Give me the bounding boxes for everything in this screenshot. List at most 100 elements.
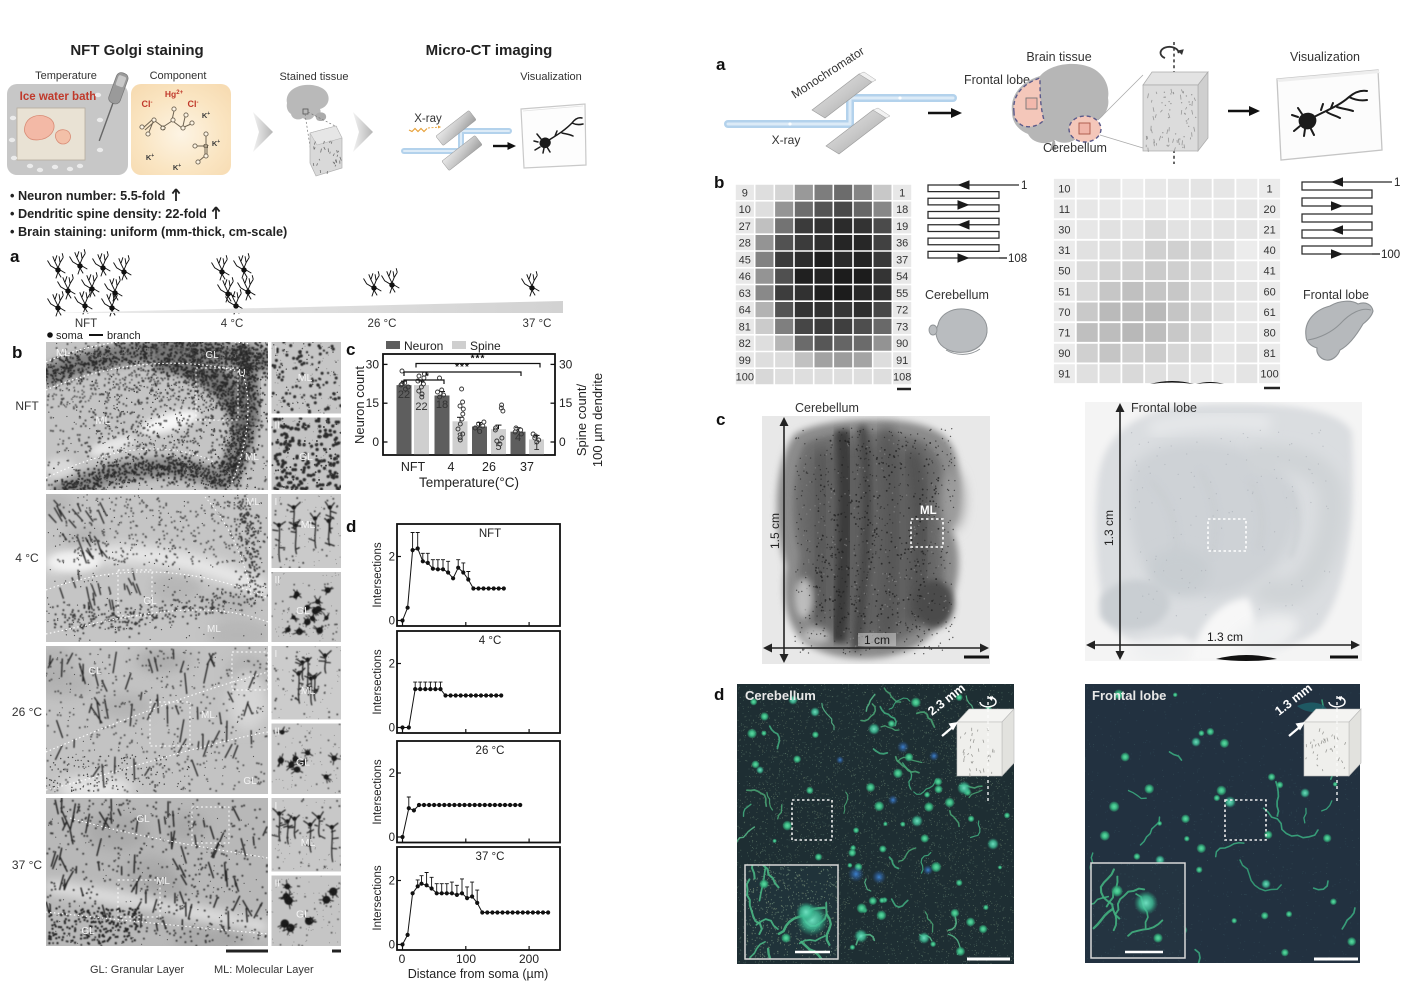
- svg-text:5: 5: [495, 441, 501, 453]
- svg-text:61: 61: [1263, 307, 1275, 319]
- svg-text:Cerebellum: Cerebellum: [795, 401, 859, 415]
- svg-text:soma: soma: [56, 330, 84, 342]
- svg-text:d: d: [346, 517, 356, 536]
- svg-text:Intersections: Intersections: [372, 542, 384, 607]
- svg-text:26 °C: 26 °C: [368, 318, 397, 330]
- svg-text:Cerebellum: Cerebellum: [745, 688, 816, 703]
- svg-text:37 °C: 37 °C: [12, 858, 42, 872]
- svg-text:Stained tissue: Stained tissue: [279, 71, 348, 83]
- svg-text:18: 18: [896, 204, 908, 216]
- svg-text:1: 1: [899, 187, 905, 199]
- svg-text:45: 45: [739, 254, 751, 266]
- svg-text:10: 10: [739, 204, 751, 216]
- svg-text:ML: ML: [95, 415, 110, 427]
- svg-text:ML: ML: [920, 505, 937, 517]
- svg-text:NFT: NFT: [15, 399, 39, 413]
- svg-text:GL: GL: [81, 926, 95, 937]
- svg-text:4 °C: 4 °C: [221, 318, 244, 330]
- svg-text:II: II: [275, 879, 281, 890]
- svg-text:II: II: [275, 421, 281, 432]
- svg-text:1: 1: [1267, 183, 1273, 195]
- svg-text:80: 80: [1263, 328, 1275, 340]
- svg-text:40: 40: [1263, 245, 1275, 257]
- svg-text:71: 71: [1058, 328, 1070, 340]
- svg-text:c: c: [346, 340, 355, 359]
- svg-text:K+: K+: [202, 111, 210, 120]
- svg-text:70: 70: [1058, 307, 1070, 319]
- svg-text:GL: GL: [88, 666, 102, 677]
- svg-text:GL: GL: [205, 350, 219, 361]
- svg-text:Frontal lobe: Frontal lobe: [1131, 401, 1197, 415]
- svg-text:*: *: [425, 372, 429, 383]
- svg-text:GL: GL: [136, 814, 150, 825]
- svg-text:GL: GL: [299, 451, 313, 463]
- svg-text:GL: GL: [296, 757, 310, 769]
- svg-text:c: c: [716, 410, 725, 429]
- svg-text:8: 8: [457, 431, 463, 443]
- svg-text:11: 11: [1059, 204, 1070, 216]
- svg-text:90: 90: [896, 338, 908, 350]
- svg-text:Intersections: Intersections: [372, 649, 384, 714]
- svg-text:ML: Molecular Layer: ML: Molecular Layer: [214, 964, 314, 976]
- svg-text:Temperature: Temperature: [35, 70, 97, 82]
- svg-text:22: 22: [398, 389, 410, 401]
- svg-text:• Brain staining: uniform (mm-: • Brain staining: uniform (mm-thick, cm-…: [10, 225, 287, 239]
- svg-text:50: 50: [1058, 266, 1070, 278]
- svg-text:91: 91: [1058, 369, 1070, 381]
- svg-text:0: 0: [389, 832, 395, 844]
- svg-text:73: 73: [896, 321, 908, 333]
- svg-text:ML: ML: [207, 624, 221, 635]
- svg-text:ML: ML: [245, 452, 259, 463]
- svg-text:ML: ML: [301, 519, 316, 531]
- svg-text:1.3 cm: 1.3 cm: [1102, 510, 1116, 546]
- svg-text:2: 2: [389, 768, 395, 780]
- svg-text:Cl-: Cl-: [142, 99, 153, 109]
- svg-text:30: 30: [559, 357, 573, 371]
- svg-text:100 µm dendrite: 100 µm dendrite: [590, 373, 605, 467]
- svg-text:20: 20: [1263, 204, 1275, 216]
- svg-text:NFT: NFT: [479, 528, 501, 540]
- svg-text:Visualization: Visualization: [520, 71, 582, 83]
- svg-text:branch: branch: [107, 330, 141, 342]
- svg-text:Cerebellum: Cerebellum: [1043, 141, 1107, 155]
- svg-text:Intersections: Intersections: [372, 759, 384, 824]
- svg-text:ML: ML: [201, 710, 215, 721]
- svg-text:• Dendritic spine density: 22-: • Dendritic spine density: 22-fold: [10, 207, 207, 221]
- svg-text:55: 55: [896, 288, 908, 300]
- svg-text:51: 51: [1058, 286, 1070, 298]
- svg-text:4 °C: 4 °C: [479, 635, 502, 647]
- svg-text:1.5 cm: 1.5 cm: [768, 513, 782, 549]
- svg-text:Cr: Cr: [203, 144, 209, 150]
- svg-text:30: 30: [366, 357, 380, 371]
- svg-text:100: 100: [1260, 369, 1278, 381]
- svg-text:21: 21: [1263, 225, 1275, 237]
- svg-text:22: 22: [415, 401, 427, 413]
- svg-text:108: 108: [1008, 253, 1027, 265]
- svg-text:26 °C: 26 °C: [12, 705, 42, 719]
- svg-text:K+: K+: [173, 163, 181, 172]
- svg-text:Cr: Cr: [160, 126, 166, 132]
- svg-text:II: II: [275, 727, 281, 738]
- svg-text:I: I: [275, 649, 278, 660]
- svg-text:Frontal lobe: Frontal lobe: [1303, 288, 1369, 302]
- svg-text:GL: GL: [243, 776, 257, 787]
- svg-text:37 °C: 37 °C: [523, 318, 552, 330]
- svg-text:NFT: NFT: [401, 460, 426, 474]
- svg-text:0: 0: [372, 435, 379, 449]
- svg-text:1: 1: [1021, 180, 1027, 192]
- svg-text:4 °C: 4 °C: [15, 551, 39, 565]
- svg-text:37: 37: [520, 460, 534, 474]
- svg-text:1.3 cm: 1.3 cm: [1207, 630, 1243, 644]
- svg-text:I: I: [275, 497, 278, 508]
- svg-text:81: 81: [1263, 348, 1275, 360]
- svg-text:46: 46: [739, 271, 751, 283]
- svg-text:1: 1: [1394, 177, 1400, 189]
- svg-text:15: 15: [559, 396, 573, 410]
- svg-text:4: 4: [515, 432, 521, 444]
- svg-text:1 cm: 1 cm: [864, 633, 890, 647]
- svg-text:Intersections: Intersections: [372, 865, 384, 930]
- svg-text:54: 54: [896, 271, 908, 283]
- svg-text:28: 28: [739, 238, 751, 250]
- svg-text:0: 0: [389, 723, 395, 735]
- svg-text:Spine count/: Spine count/: [574, 383, 589, 456]
